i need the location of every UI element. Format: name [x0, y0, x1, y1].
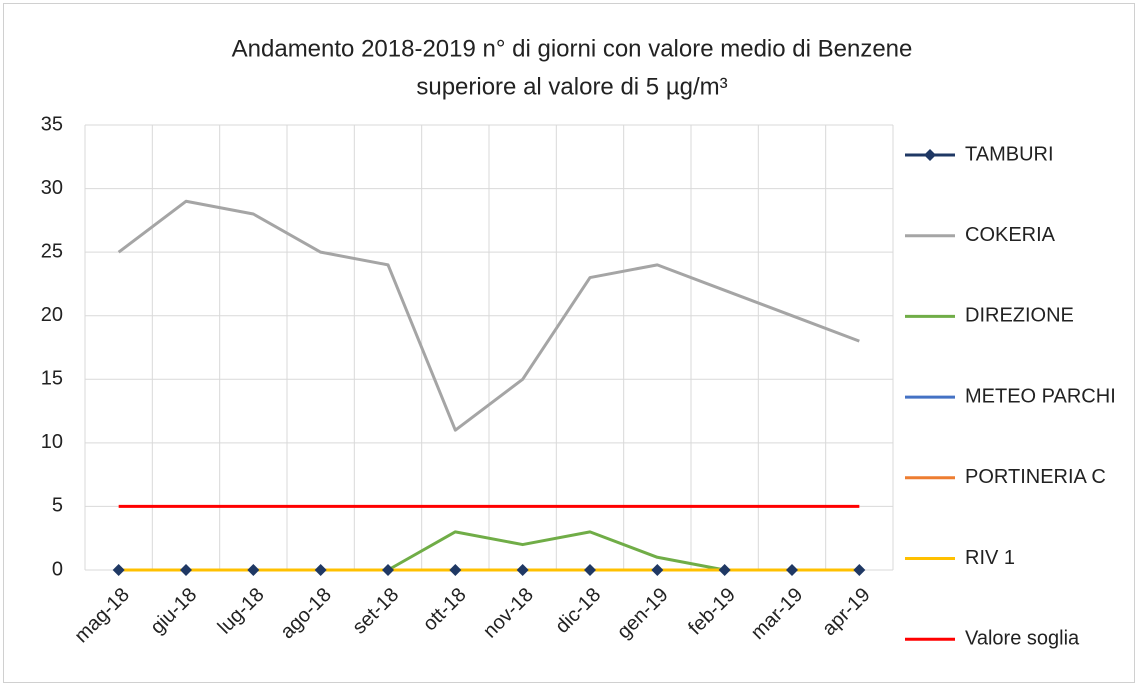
marker	[853, 564, 866, 576]
y-tick-label: 0	[52, 558, 63, 580]
y-tick-label: 20	[41, 304, 63, 326]
y-tick-label: 10	[41, 431, 63, 453]
y-tick-label: 15	[41, 368, 63, 390]
y-tick-label: 35	[41, 113, 63, 135]
legend-marker	[924, 149, 936, 161]
marker	[449, 564, 462, 576]
legend-label: RIV 1	[965, 547, 1015, 569]
y-tick-label: 5	[52, 495, 63, 517]
marker	[786, 564, 798, 576]
legend-label: DIREZIONE	[965, 305, 1074, 327]
series-line	[117, 199, 860, 432]
marker	[651, 564, 664, 576]
chart-border	[3, 3, 1135, 683]
marker	[718, 564, 731, 576]
chart-title: superiore al valore di 5 µg/m³	[416, 73, 727, 100]
marker	[516, 564, 529, 576]
marker	[584, 564, 596, 576]
marker	[314, 564, 327, 576]
chart-title: Andamento 2018-2019 n° di giorni con val…	[232, 35, 913, 62]
legend-label: METEO PARCHI	[965, 385, 1116, 407]
legend-label: COKERIA	[965, 224, 1056, 246]
y-tick-label: 30	[41, 177, 63, 199]
marker	[180, 564, 192, 576]
legend-label: TAMBURI	[965, 143, 1054, 165]
marker	[112, 564, 125, 576]
legend-label: Valore soglia	[965, 627, 1080, 649]
marker	[382, 564, 394, 576]
legend-label: PORTINERIA C	[965, 466, 1106, 488]
marker	[247, 564, 260, 576]
y-tick-label: 25	[41, 240, 63, 262]
